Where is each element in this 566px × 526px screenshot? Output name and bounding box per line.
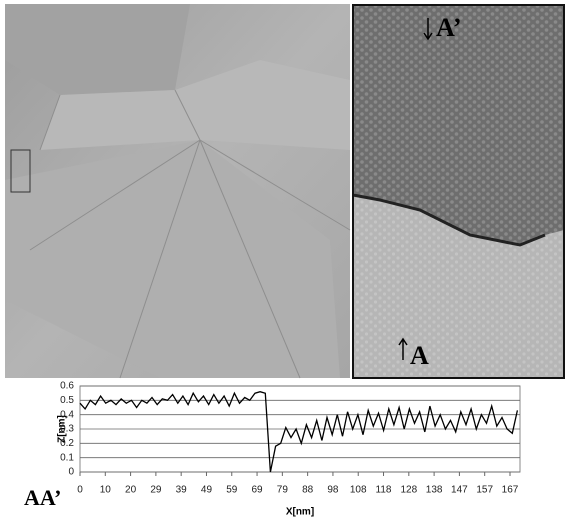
y-tick-label: 0.3 — [60, 424, 74, 435]
y-tick-label: 0.1 — [60, 452, 74, 463]
label-a-prime: A’ — [436, 13, 462, 42]
profile-label: AA’ — [24, 485, 61, 510]
x-tick-label: 157 — [476, 485, 493, 496]
stm-zoom-image: A’ A — [352, 4, 565, 379]
x-tick-label: 20 — [125, 485, 137, 496]
x-tick-label: 147 — [451, 485, 468, 496]
x-tick-label: 108 — [350, 485, 367, 496]
x-tick-label: 167 — [502, 485, 519, 496]
x-tick-label: 138 — [426, 485, 443, 496]
label-a: A — [410, 341, 429, 370]
profile-line — [79, 391, 519, 473]
x-tick-label: 0 — [77, 485, 83, 496]
y-tick-label: 0.6 — [60, 381, 74, 392]
x-tick-label: 29 — [150, 485, 162, 496]
x-tick-label: 69 — [251, 485, 263, 496]
x-tick-label: 79 — [277, 485, 289, 496]
x-tick-label: 39 — [176, 485, 188, 496]
x-tick-label: 10 — [100, 485, 112, 496]
x-tick-label: 49 — [201, 485, 213, 496]
y-axis-label: Z[nm] — [57, 415, 68, 443]
x-axis-label: X[nm] — [286, 507, 314, 518]
x-tick-label: 128 — [400, 485, 417, 496]
y-tick-label: 0.5 — [60, 395, 74, 406]
x-tick-label: 59 — [226, 485, 238, 496]
y-tick-label: 0 — [68, 467, 74, 478]
y-tick-label: 0.2 — [60, 438, 74, 449]
y-tick-label: 0.4 — [60, 409, 74, 420]
x-tick-label: 118 — [376, 485, 392, 496]
x-tick-label: 98 — [327, 485, 339, 496]
x-tick-label: 88 — [302, 485, 314, 496]
stm-overview-image — [5, 4, 351, 379]
